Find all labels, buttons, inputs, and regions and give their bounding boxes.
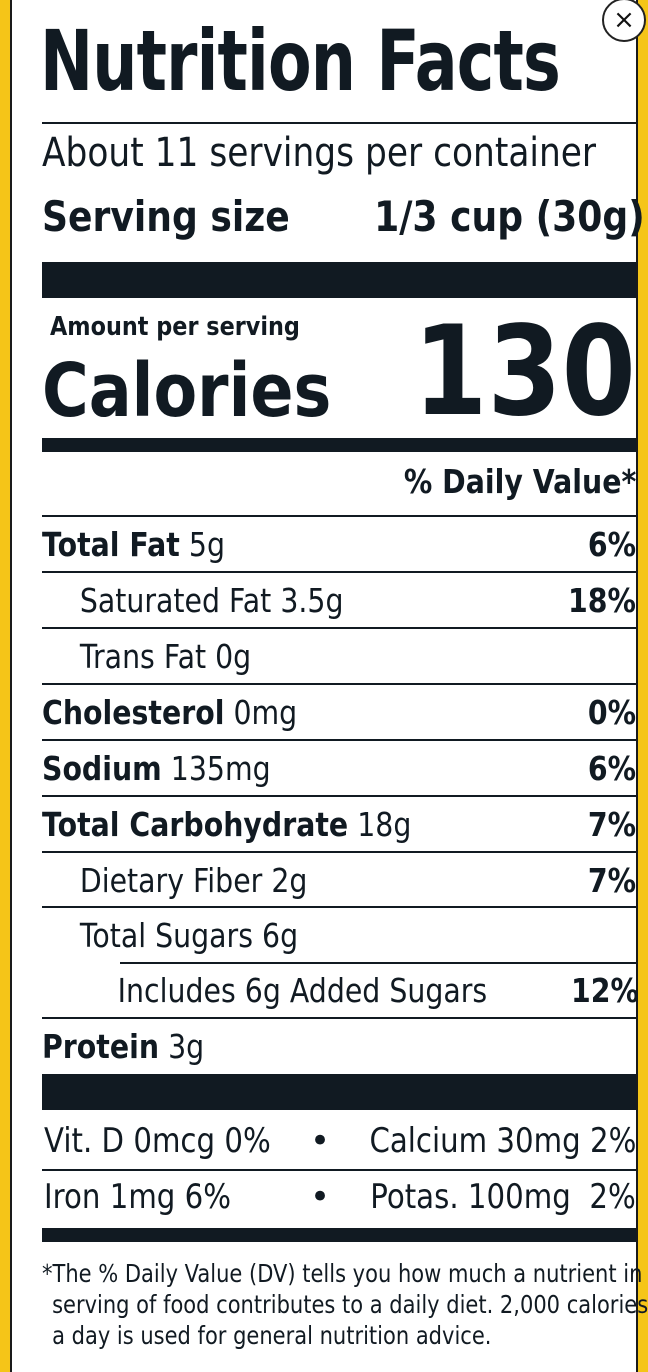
nutrient-amount: 3.5g bbox=[280, 580, 344, 620]
calories-label: Calories bbox=[42, 348, 332, 434]
footnote-line: *The % Daily Value (DV) tells you how mu… bbox=[42, 1259, 648, 1288]
divider bbox=[42, 1169, 636, 1171]
divider bbox=[42, 906, 636, 908]
vitamin-left: Vit. D 0mcg 0% bbox=[44, 1121, 271, 1161]
nutrient-amount: 0g bbox=[215, 636, 252, 676]
divider bbox=[42, 515, 636, 517]
nutrient-dv: 6% bbox=[587, 524, 636, 564]
medium-divider bbox=[42, 438, 636, 452]
nutrient-name: Saturated Fat bbox=[79, 580, 272, 620]
nutrient-row-cholesterol: Cholesterol 0mg 0% bbox=[42, 686, 636, 738]
daily-value-header: % Daily Value* bbox=[403, 462, 636, 501]
divider bbox=[42, 122, 636, 124]
vitamin-right: Potas. 100mg 2% bbox=[370, 1177, 636, 1217]
nutrient-name: Trans Fat bbox=[79, 636, 207, 676]
footnote: *The % Daily Value (DV) tells you how mu… bbox=[42, 1258, 648, 1351]
medium-divider bbox=[42, 1228, 636, 1242]
vitamin-right: Calcium 30mg 2% bbox=[369, 1121, 636, 1161]
divider bbox=[42, 851, 636, 853]
nutrient-dv: 12% bbox=[570, 970, 639, 1010]
nutrient-name: Sodium bbox=[42, 748, 162, 788]
nutrient-amount: 3g bbox=[168, 1026, 205, 1066]
vitamin-row: Iron 1mg 6% • Potas. 100mg 2% bbox=[42, 1170, 636, 1224]
footnote-line: a day is used for general nutrition advi… bbox=[52, 1321, 492, 1350]
divider bbox=[42, 739, 636, 741]
vitamin-row: Vit. D 0mcg 0% • Calcium 30mg 2% bbox=[42, 1114, 636, 1168]
nutrient-dv: 0% bbox=[587, 692, 636, 732]
nutrient-row-added-sugars: Includes 6g Added Sugars 12% bbox=[42, 964, 639, 1016]
close-button[interactable]: × bbox=[602, 0, 646, 42]
serving-size: Serving size 1/3 cup (30g) bbox=[42, 192, 645, 241]
divider bbox=[42, 795, 636, 797]
bullet-separator: • bbox=[310, 1121, 331, 1161]
nutrient-row-trans-fat: Trans Fat 0g bbox=[42, 630, 636, 682]
nutrition-panel: Nutrition Facts About 11 servings per co… bbox=[10, 0, 648, 1372]
nutrient-row-total-fat: Total Fat 5g 6% bbox=[42, 518, 636, 570]
nutrient-name: Total Fat bbox=[42, 524, 180, 564]
serving-size-label: Serving size bbox=[42, 192, 290, 241]
nutrient-amount: 2g bbox=[271, 860, 308, 900]
nutrient-row-protein: Protein 3g bbox=[42, 1020, 636, 1072]
nutrient-dv: 6% bbox=[587, 748, 636, 788]
nutrient-amount: 135mg bbox=[170, 748, 271, 788]
close-icon: × bbox=[613, 5, 635, 35]
vitamin-left: Iron 1mg 6% bbox=[44, 1177, 232, 1217]
nutrient-name: Total Sugars bbox=[79, 915, 254, 955]
divider bbox=[42, 1017, 636, 1019]
nutrient-name: Dietary Fiber bbox=[79, 860, 263, 900]
nutrient-amount: 6g bbox=[262, 915, 299, 955]
divider bbox=[42, 683, 636, 685]
nutrient-dv: 18% bbox=[568, 580, 636, 620]
footnote-line: serving of food contributes to a daily d… bbox=[52, 1290, 648, 1319]
nutrient-name: Protein bbox=[42, 1026, 160, 1066]
amount-per-serving: Amount per serving bbox=[50, 312, 300, 342]
nutrient-row-saturated-fat: Saturated Fat 3.5g 18% bbox=[42, 574, 636, 626]
nutrient-row-total-carbohydrate: Total Carbohydrate 18g 7% bbox=[42, 798, 636, 850]
nutrient-amount: 5g bbox=[188, 524, 225, 564]
divider bbox=[42, 627, 636, 629]
nutrient-row-total-sugars: Total Sugars 6g bbox=[42, 909, 636, 961]
thick-divider bbox=[42, 1074, 636, 1110]
divider bbox=[42, 571, 636, 573]
nutrient-name: Total Carbohydrate bbox=[42, 804, 349, 844]
nutrient-name: Cholesterol bbox=[42, 692, 225, 732]
thick-divider bbox=[42, 262, 636, 298]
calories-value: 130 bbox=[413, 300, 636, 444]
nutrient-dv: 7% bbox=[587, 804, 636, 844]
nutrient-dv: 7% bbox=[587, 860, 636, 900]
page-title: Nutrition Facts bbox=[40, 12, 561, 110]
nutrient-amount: 18g bbox=[357, 804, 412, 844]
nutrient-name: Includes 6g Added Sugars bbox=[117, 970, 488, 1010]
bullet-separator: • bbox=[310, 1177, 331, 1217]
divider bbox=[120, 962, 636, 964]
nutrient-row-sodium: Sodium 135mg 6% bbox=[42, 742, 636, 794]
serving-size-value: 1/3 cup (30g) bbox=[374, 192, 645, 241]
nutrient-row-dietary-fiber: Dietary Fiber 2g 7% bbox=[42, 854, 636, 906]
servings-per-container: About 11 servings per container bbox=[42, 130, 597, 176]
nutrient-amount: 0mg bbox=[233, 692, 298, 732]
